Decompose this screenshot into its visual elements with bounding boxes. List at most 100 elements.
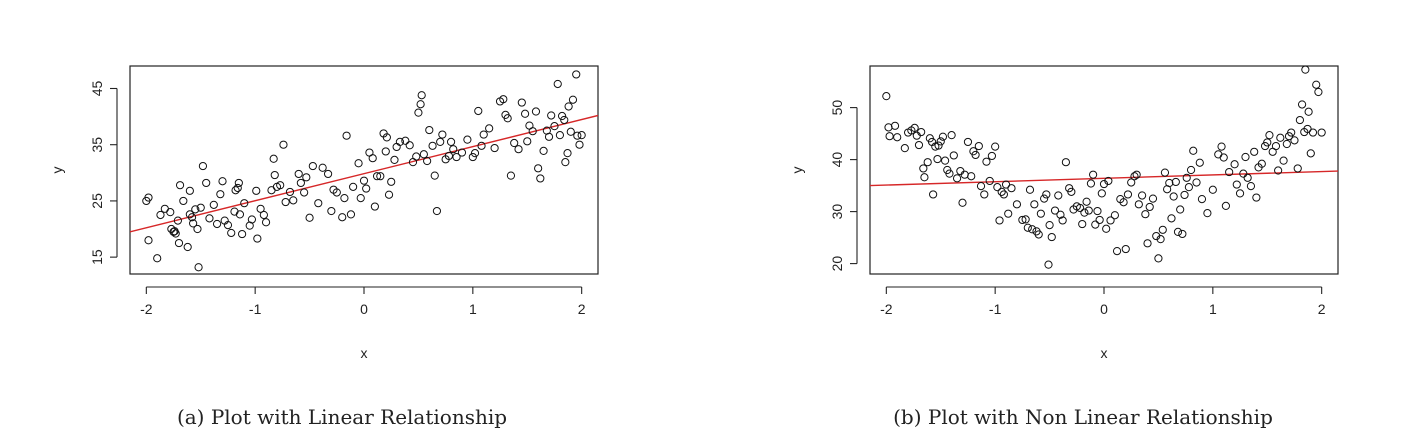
data-point-a: [171, 229, 180, 238]
data-point-b: [1225, 167, 1234, 177]
caption-b: (b) Plot with Non Linear Relationship: [893, 405, 1273, 429]
data-point-b: [971, 150, 980, 160]
data-point-b: [1056, 210, 1065, 219]
data-point-b: [1160, 168, 1170, 177]
data-point-b: [1130, 172, 1139, 181]
data-point-b: [1219, 153, 1228, 162]
x-tick-label-a: 0: [360, 301, 368, 317]
data-point-a: [247, 215, 256, 224]
data-point-a: [382, 133, 391, 142]
data-point-b: [997, 187, 1006, 196]
fit-line-group-b: [870, 170, 1338, 187]
data-point-b: [1276, 133, 1285, 142]
data-point-b: [949, 151, 958, 160]
data-point-a: [444, 151, 453, 161]
data-point-b: [1189, 146, 1198, 155]
data-point-a: [189, 219, 198, 228]
data-point-b: [1023, 223, 1032, 232]
data-point-a: [564, 102, 573, 111]
data-point-a: [573, 131, 582, 140]
data-point-a: [281, 197, 290, 207]
data-point-a: [387, 177, 396, 186]
data-point-b: [1230, 160, 1239, 169]
data-point-b: [1121, 244, 1130, 254]
data-point-a: [560, 115, 569, 125]
data-point-b: [1106, 216, 1115, 225]
data-point-a: [539, 146, 548, 155]
data-point-a: [577, 131, 586, 140]
data-point-b: [1282, 139, 1291, 149]
data-point-b: [1084, 206, 1093, 215]
data-point-a: [156, 210, 165, 220]
data-point-a: [368, 154, 377, 163]
data-point-b: [967, 172, 976, 181]
data-point-b: [890, 121, 900, 130]
data-point-b: [1045, 221, 1054, 230]
data-point-b: [1232, 180, 1241, 189]
data-point-b: [1089, 170, 1098, 179]
data-point-a: [531, 107, 541, 116]
data-point-b: [1028, 225, 1037, 234]
data-point-b: [991, 142, 1000, 151]
data-point-b: [919, 164, 928, 173]
data-point-a: [419, 150, 428, 159]
data-point-a: [412, 152, 421, 161]
x-tick-label-b: 0: [1100, 301, 1108, 317]
data-point-b: [1110, 211, 1119, 220]
data-point-b: [1165, 178, 1174, 188]
data-point-a: [477, 141, 486, 150]
data-point-a: [356, 194, 365, 203]
data-point-b: [1095, 215, 1104, 225]
data-point-b: [936, 137, 945, 146]
data-point-a: [438, 130, 447, 139]
data-point-b: [1208, 185, 1217, 194]
data-point-a: [296, 178, 305, 188]
data-point-b: [945, 169, 954, 178]
data-point-b: [1093, 206, 1102, 216]
data-point-a: [342, 131, 351, 140]
data-point-a: [276, 181, 285, 190]
data-point-b: [1304, 107, 1313, 116]
data-point-b: [1025, 185, 1035, 194]
data-point-a: [340, 194, 349, 203]
data-point-b: [1119, 198, 1128, 207]
data-point-a: [305, 213, 314, 222]
data-point-a: [314, 199, 323, 208]
data-point-a: [381, 147, 390, 156]
data-point-b: [982, 157, 991, 166]
x-axis-label-b: x: [1101, 345, 1108, 361]
data-point-a: [572, 70, 581, 79]
data-point-b: [995, 216, 1004, 225]
data-point-a: [183, 242, 192, 252]
data-point-a: [544, 132, 554, 141]
plot-frame-b: [869, 65, 1339, 275]
data-point-a: [193, 224, 202, 234]
points-group-b: [882, 65, 1326, 269]
data-point-a: [194, 263, 203, 272]
data-point-a: [425, 125, 434, 135]
data-point-a: [300, 188, 309, 197]
data-point-a: [279, 140, 288, 149]
chart-a: -2 -1 0 1 2 15 25 35 45 x y (a) Plot with Linear…: [49, 65, 599, 429]
data-point-a: [253, 234, 262, 243]
data-point-a: [235, 210, 245, 219]
data-point-b: [1158, 225, 1167, 234]
data-point-a: [308, 161, 317, 171]
data-point-b: [1044, 260, 1053, 269]
data-point-a: [144, 193, 153, 202]
data-point-a: [179, 196, 188, 206]
data-point-b: [1058, 216, 1067, 225]
x-tick-label-a: -1: [249, 301, 262, 317]
data-point-b: [1075, 203, 1085, 213]
data-point-b: [1054, 191, 1063, 200]
data-point-a: [550, 122, 559, 131]
data-point-b: [1104, 176, 1113, 186]
data-point-b: [1178, 229, 1187, 239]
data-point-a: [568, 95, 578, 104]
y-tick-label-b: 30: [829, 204, 845, 220]
data-point-a: [323, 169, 333, 179]
data-point-a: [234, 178, 243, 188]
data-point-a: [555, 131, 565, 140]
data-point-a: [534, 164, 543, 173]
data-point-a: [485, 124, 494, 133]
